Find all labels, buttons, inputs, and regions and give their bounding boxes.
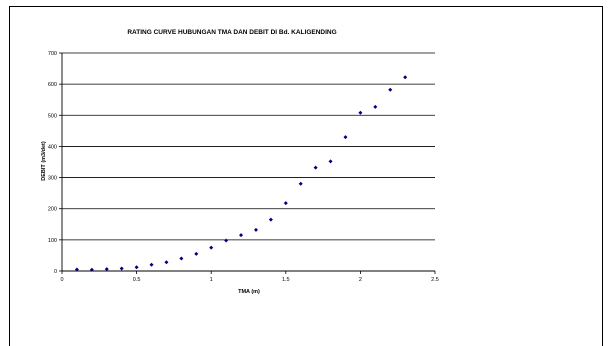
data-point-15 [298, 181, 303, 186]
data-point-12 [253, 227, 258, 232]
data-point-8 [194, 251, 199, 256]
data-point-18 [343, 135, 348, 140]
data-point-10 [224, 238, 229, 243]
y-tick-label-1: 100 [48, 238, 57, 244]
y-tick-label-4: 400 [48, 144, 57, 150]
y-tick-label-0: 0 [54, 269, 57, 275]
x-tick-label-1: 0.5 [133, 277, 141, 283]
x-tick-label-4: 2 [359, 277, 362, 283]
data-point-5 [149, 262, 154, 267]
y-tick-label-2: 200 [48, 207, 57, 213]
data-point-2 [104, 267, 109, 272]
chart-area-frame [9, 6, 603, 346]
rating-curve-chart: RATING CURVE HUBUNGAN TMA DAN DEBIT DI B… [41, 29, 439, 295]
y-tick-labels: 0 100 200 300 400 500 600 700 [48, 51, 57, 275]
data-point-22 [403, 75, 408, 80]
chart-title: RATING CURVE HUBUNGAN TMA DAN DEBIT DI B… [127, 29, 336, 36]
x-tick-label-0: 0 [60, 277, 63, 283]
data-points [74, 75, 408, 272]
x-tick-label-5: 2.5 [431, 277, 439, 283]
data-point-16 [313, 165, 318, 170]
y-tick-label-5: 500 [48, 113, 57, 119]
x-tick-label-2: 1 [210, 277, 213, 283]
data-point-7 [179, 256, 184, 261]
y-tick-label-7: 700 [48, 51, 57, 57]
x-tick-labels: 0 0.5 1 1.5 2 2.5 [60, 277, 438, 283]
data-point-6 [164, 260, 169, 265]
data-point-4 [134, 265, 139, 270]
gridlines [62, 52, 435, 241]
y-tick-label-6: 600 [48, 82, 57, 88]
x-tick-label-3: 1.5 [282, 277, 290, 283]
data-point-13 [268, 217, 273, 222]
data-point-17 [328, 159, 333, 164]
data-point-11 [239, 233, 244, 238]
data-point-19 [358, 110, 363, 115]
y-tick-label-3: 300 [48, 176, 57, 182]
y-axis-title: DEBIT (m3/det) [41, 141, 47, 181]
axes [59, 52, 436, 274]
data-point-20 [373, 104, 378, 109]
data-point-21 [388, 87, 393, 92]
data-point-14 [283, 201, 288, 206]
data-point-1 [89, 267, 94, 272]
data-point-9 [209, 245, 214, 250]
data-point-0 [74, 267, 79, 272]
x-axis-title: TMA (m) [238, 289, 260, 295]
data-point-3 [119, 266, 124, 271]
